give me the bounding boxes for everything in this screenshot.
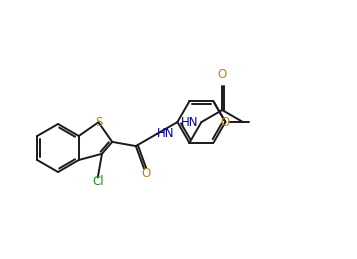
Text: Cl: Cl [92,175,104,188]
Text: HN: HN [157,127,174,140]
Text: O: O [141,167,151,180]
Text: O: O [217,68,227,81]
Text: O: O [221,116,230,128]
Text: S: S [95,116,102,129]
Text: HN: HN [181,116,198,128]
